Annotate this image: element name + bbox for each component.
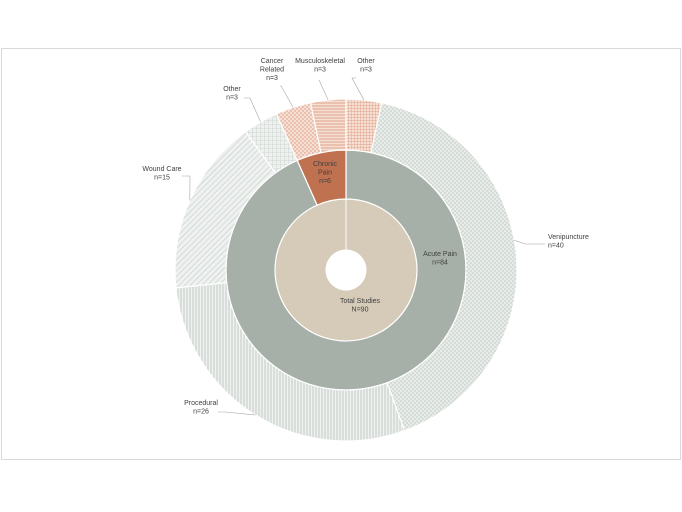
outer-label-venipuncture: Venipuncture n=40 xyxy=(548,234,589,250)
leader-cancer-related xyxy=(280,85,294,108)
outer-label-wound-care: Wound Care n=15 xyxy=(142,166,181,182)
center-label: Total Studies N=90 xyxy=(340,298,381,314)
outer-label-cancer-related: Cancer Related n=3 xyxy=(260,58,284,82)
leader-venipuncture xyxy=(514,240,545,245)
leader-procedural xyxy=(218,411,256,416)
center-total-studies xyxy=(274,198,418,342)
outer-label-other-acute: Other n=3 xyxy=(223,86,241,102)
outer-label-procedural: Procedural n=26 xyxy=(184,400,218,416)
outer-slice-venipuncture-0 xyxy=(345,98,518,432)
outer-label-other-chronic: Other n=3 xyxy=(357,58,375,74)
leader-wound-care xyxy=(182,175,191,201)
outer-slice-procedural-1 xyxy=(175,281,406,442)
inner-label-acute-pain: Acute Pain n=84 xyxy=(423,251,457,267)
leader-other-acute xyxy=(244,97,261,123)
leader-other-chronic xyxy=(351,77,365,101)
inner-label-chronic-pain: Chronic Pain n=6 xyxy=(313,161,338,185)
outer-slice-other-6 xyxy=(345,98,383,154)
outer-label-musculoskeletal: Musculoskeletal n=3 xyxy=(295,58,345,74)
leader-musculoskeletal xyxy=(318,79,329,101)
